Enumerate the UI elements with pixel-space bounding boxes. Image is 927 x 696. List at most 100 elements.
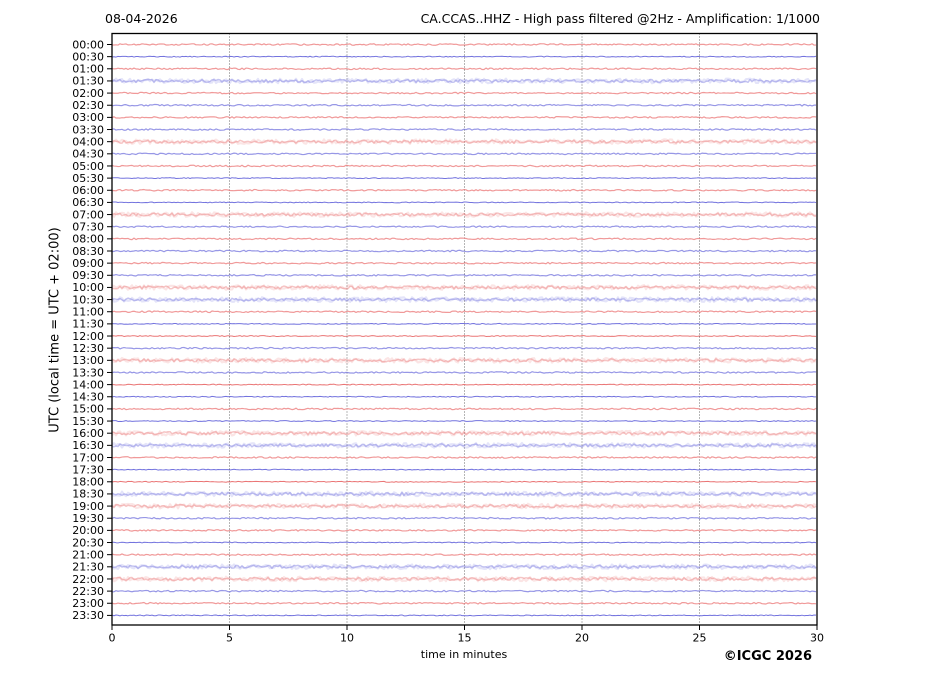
- trace-row-22:00: [111, 576, 817, 582]
- trace-row-11:30: [111, 322, 817, 325]
- trace-row-13:30: [111, 371, 817, 374]
- trace-row-21:30: [111, 564, 817, 570]
- y-tick-label: 04:30: [72, 148, 104, 161]
- x-tick-label: 5: [226, 632, 233, 645]
- y-tick-label: 00:00: [72, 38, 104, 51]
- trace-row-16:00: [111, 429, 817, 437]
- y-tick-label: 05:00: [72, 160, 104, 173]
- trace-rows: [111, 43, 817, 617]
- trace-row-07:30: [111, 225, 817, 229]
- trace-row-19:30: [111, 516, 817, 520]
- trace-row-16:30: [111, 441, 817, 449]
- y-tick-label: 17:00: [72, 451, 104, 464]
- trace-row-18:30: [111, 491, 817, 497]
- trace-row-07:00: [111, 211, 817, 218]
- y-tick-label: 06:00: [72, 184, 104, 197]
- y-tick-label: 18:00: [72, 476, 104, 489]
- y-tick-label: 05:30: [72, 172, 104, 185]
- grid-lines: [229, 33, 700, 625]
- trace-row-14:30: [111, 395, 817, 398]
- trace-row-13:00: [111, 356, 817, 364]
- y-tick-label: 23:30: [72, 609, 104, 622]
- trace-row-10:00: [111, 284, 817, 291]
- trace-row-18:30: [111, 490, 817, 498]
- y-tick-label: 10:00: [72, 281, 104, 294]
- x-tick-label: 30: [810, 632, 824, 645]
- trace-row-21:30: [111, 563, 817, 571]
- y-tick-label: 03:30: [72, 123, 104, 136]
- trace-row-14:00: [111, 383, 817, 386]
- trace-row-00:00: [111, 43, 816, 46]
- y-tick-label: 20:00: [72, 524, 104, 537]
- y-tick-label: 21:30: [72, 561, 104, 574]
- y-tick-label: 02:30: [72, 99, 104, 112]
- y-tick-label: 19:30: [72, 512, 104, 525]
- trace-row-08:00: [111, 237, 817, 241]
- trace-row-17:30: [111, 468, 817, 471]
- trace-row-06:30: [111, 201, 817, 204]
- x-tick-label: 20: [575, 632, 589, 645]
- y-tick-label: 14:00: [72, 378, 104, 391]
- x-tick-label: 10: [340, 632, 354, 645]
- y-tick-label: 14:30: [72, 391, 104, 404]
- y-tick-label: 09:00: [72, 257, 104, 270]
- trace-row-19:00: [111, 503, 817, 509]
- trace-row-10:30: [111, 297, 817, 302]
- y-tick-label: 23:00: [72, 597, 104, 610]
- y-tick-label: 16:30: [72, 439, 104, 452]
- y-tick-label: 08:00: [72, 233, 104, 246]
- x-tick-label: 25: [693, 632, 707, 645]
- trace-row-10:00: [111, 285, 817, 290]
- trace-row-06:00: [111, 188, 817, 192]
- trace-row-02:30: [111, 103, 817, 107]
- date-label: 08-04-2026: [105, 11, 178, 26]
- trace-row-04:00: [111, 138, 817, 145]
- x-tick-label: 15: [458, 632, 472, 645]
- trace-row-01:30: [111, 78, 817, 84]
- y-tick-label: 17:30: [72, 463, 104, 476]
- trace-row-09:00: [111, 261, 817, 265]
- trace-row-09:30: [111, 273, 817, 277]
- y-tick-label: 06:30: [72, 196, 104, 209]
- trace-row-19:00: [111, 502, 817, 510]
- x-tick-label: 0: [109, 632, 116, 645]
- y-tick-label: 19:00: [72, 500, 104, 513]
- y-tick-label: 21:00: [72, 548, 104, 561]
- y-tick-label: 13:30: [72, 366, 104, 379]
- y-tick-label: 07:00: [72, 208, 104, 221]
- y-tick-label: 22:30: [72, 585, 104, 598]
- y-tick-label: 12:00: [72, 330, 104, 343]
- y-tick-label: 12:30: [72, 342, 104, 355]
- y-tick-label: 09:30: [72, 269, 104, 282]
- trace-row-08:30: [111, 249, 817, 253]
- trace-row-16:00: [111, 430, 817, 436]
- trace-row-05:00: [111, 164, 817, 168]
- y-tick-label: 08:30: [72, 245, 104, 258]
- trace-row-04:30: [111, 152, 817, 156]
- trace-row-07:00: [111, 212, 817, 217]
- trace-row-15:00: [111, 407, 817, 411]
- y-tick-labels: 00:0000:3001:0001:3002:0002:3003:0003:30…: [72, 38, 112, 622]
- trace-row-00:30: [111, 55, 817, 58]
- y-tick-label: 01:00: [72, 63, 104, 76]
- y-tick-label: 07:30: [72, 221, 104, 234]
- trace-row-03:30: [111, 128, 817, 131]
- y-tick-label: 03:00: [72, 111, 104, 124]
- trace-row-01:30: [111, 77, 817, 85]
- plot-border: [111, 32, 818, 626]
- trace-row-13:00: [111, 358, 817, 363]
- y-tick-label: 15:00: [72, 403, 104, 416]
- trace-row-18:00: [111, 480, 817, 483]
- y-tick-label: 16:00: [72, 427, 104, 440]
- trace-row-20:00: [111, 529, 817, 532]
- trace-row-02:00: [111, 91, 817, 95]
- trace-row-05:30: [111, 177, 817, 180]
- y-tick-label: 11:30: [72, 318, 104, 331]
- y-tick-label: 02:00: [72, 87, 104, 100]
- plot-title: CA.CCAS..HHZ - High pass filtered @2Hz -…: [420, 11, 820, 26]
- x-tick-labels: 0 5 10 15 20 25 30: [109, 625, 824, 645]
- y-tick-label: 18:30: [72, 488, 104, 501]
- trace-row-22:30: [111, 589, 817, 593]
